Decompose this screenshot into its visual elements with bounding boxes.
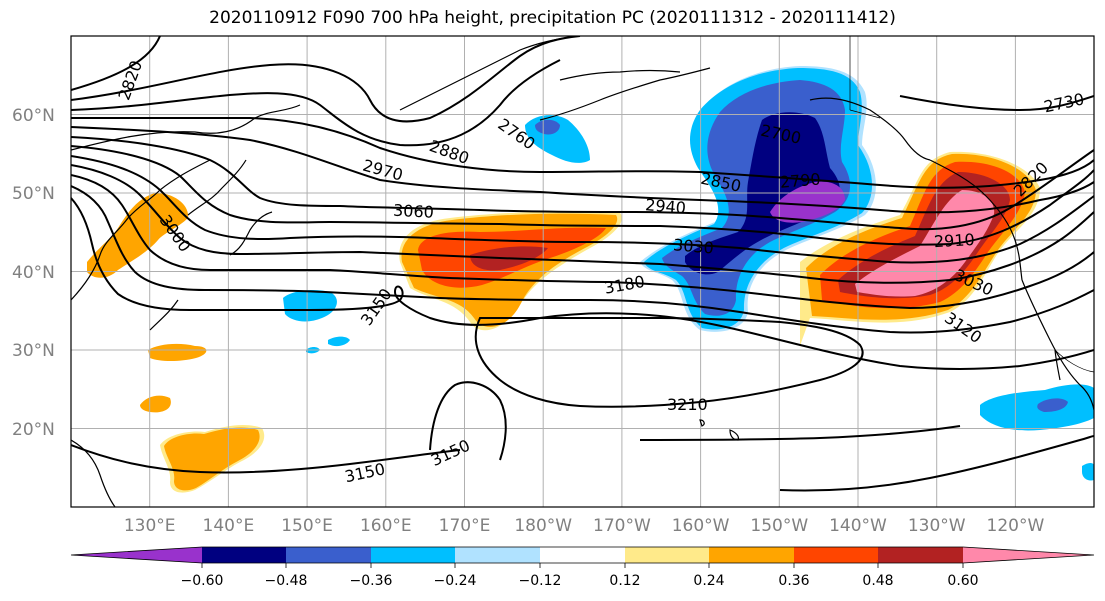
lon-label: 130°W	[908, 516, 966, 536]
contour-label: 3150	[357, 285, 396, 329]
positive-anomaly-japan	[87, 192, 189, 278]
negative-anomaly-alaska-purple	[770, 181, 845, 223]
map-frame	[70, 35, 1095, 508]
lon-label: 130°E	[124, 516, 176, 536]
negative-anomaly-edge	[1082, 463, 1094, 481]
lon-label: 140°E	[203, 516, 255, 536]
lon-label: 160°W	[672, 516, 730, 536]
lon-label: 160°E	[360, 516, 412, 536]
colorbar-swatch	[625, 547, 709, 563]
negative-anomaly-west-small	[328, 336, 350, 347]
lon-label: 150°E	[281, 516, 333, 536]
lat-label-60n: 60°N	[12, 106, 55, 126]
colorbar-tick-label: 0.48	[862, 573, 893, 589]
colorbar-swatch	[540, 547, 625, 563]
height-contours	[71, 36, 1094, 492]
lon-label: 170°W	[593, 516, 651, 536]
lon-label: 180°W	[514, 516, 572, 536]
negative-anomaly-mexico-inner	[1037, 398, 1068, 412]
colorbar-tick-label: −0.60	[181, 573, 224, 589]
positive-anomaly-small-1	[148, 343, 207, 361]
colorbar-swatch	[286, 547, 371, 563]
colorbar-ticks: −0.60 −0.48 −0.36 −0.24 −0.12 0.12 0.24 …	[181, 573, 979, 589]
contour-label: 3210	[667, 395, 708, 414]
lat-label-50n: 50°N	[12, 184, 55, 204]
positive-anomaly-south-orange	[164, 427, 260, 491]
latitude-labels: 60°N 50°N 40°N 30°N 20°N	[12, 106, 55, 440]
lon-label: 150°W	[750, 516, 808, 536]
colorbar-tick-label: −0.12	[519, 573, 562, 589]
lon-label: 120°W	[987, 516, 1045, 536]
positive-anomaly-small-2	[140, 395, 171, 413]
lat-label-40n: 40°N	[12, 263, 55, 283]
map-title: 2020110912 F090 700 hPa height, precipit…	[209, 8, 896, 28]
negative-anomaly-aleutian-inner	[535, 119, 560, 135]
colorbar-tick-label: 0.60	[947, 573, 978, 589]
contour-label: 3060	[393, 201, 435, 222]
colorbar-tick-label: −0.36	[350, 573, 393, 589]
colorbar-tick-label: 0.36	[778, 573, 809, 589]
colorbar: −0.60 −0.48 −0.36 −0.24 −0.12 0.12 0.24 …	[70, 546, 1095, 589]
contour-label: 3120	[941, 308, 985, 347]
positive-anomaly-northeast-pacific-pink	[855, 190, 995, 297]
colorbar-swatch	[878, 547, 963, 563]
colorbar-swatch	[963, 547, 1094, 563]
colorbar-swatch	[794, 547, 878, 563]
lat-label-20n: 20°N	[12, 420, 55, 440]
lat-label-30n: 30°N	[12, 341, 55, 361]
negative-anomaly-mexico	[980, 384, 1094, 431]
contour-label: 2940	[644, 195, 686, 217]
negative-anomaly-west	[283, 290, 337, 322]
colorbar-swatch	[202, 547, 286, 563]
contour-label: 3150	[428, 436, 473, 470]
contour-label: 2730	[1042, 89, 1086, 116]
lon-label: 170°E	[439, 516, 491, 536]
contour-label: 2790	[779, 169, 821, 191]
colorbar-swatch	[371, 547, 455, 563]
longitude-labels: 130°E 140°E 150°E 160°E 170°E 180°W 170°…	[124, 516, 1045, 536]
contour-label: 2820	[114, 58, 146, 103]
lon-label: 140°W	[829, 516, 887, 536]
colorbar-tick-label: 0.12	[609, 573, 640, 589]
colorbar-swatch	[455, 547, 540, 563]
contour-label: 3180	[603, 272, 646, 298]
colorbar-tick-label: −0.24	[434, 573, 477, 589]
colorbar-swatch	[71, 547, 202, 563]
colorbar-tick-label: −0.48	[265, 573, 308, 589]
contour-label: 2910	[933, 230, 975, 251]
colorbar-tick-label: 0.24	[693, 573, 724, 589]
coastlines	[71, 36, 1094, 507]
colorbar-swatches	[70, 546, 1095, 568]
contour-label: 3030	[672, 235, 714, 257]
colorbar-swatch	[709, 547, 794, 563]
graticule	[71, 36, 1094, 507]
